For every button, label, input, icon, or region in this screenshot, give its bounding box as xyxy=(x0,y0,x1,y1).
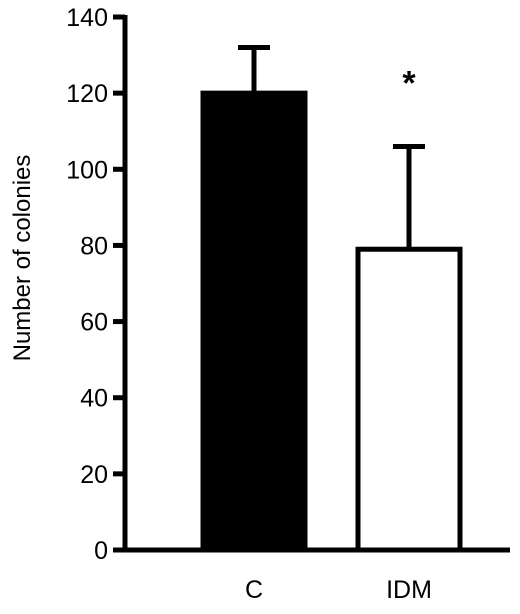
y-tick-label-120: 120 xyxy=(66,80,108,108)
y-tick-label-60: 60 xyxy=(80,309,108,337)
y-tick-label-100: 100 xyxy=(66,156,108,184)
y-axis-title: Number of colonies xyxy=(9,155,36,362)
x-category-label-c: C xyxy=(245,576,263,604)
significance-annotation: * xyxy=(402,64,416,102)
y-tick-label-80: 80 xyxy=(80,232,108,260)
y-tick-label-0: 0 xyxy=(94,537,108,565)
y-tick-label-140: 140 xyxy=(66,4,108,32)
bar-c xyxy=(200,90,308,553)
x-category-label-idm: IDM xyxy=(386,576,432,604)
bar-idm xyxy=(355,246,463,553)
y-tick-label-20: 20 xyxy=(80,461,108,489)
y-tick-label-40: 40 xyxy=(80,385,108,413)
